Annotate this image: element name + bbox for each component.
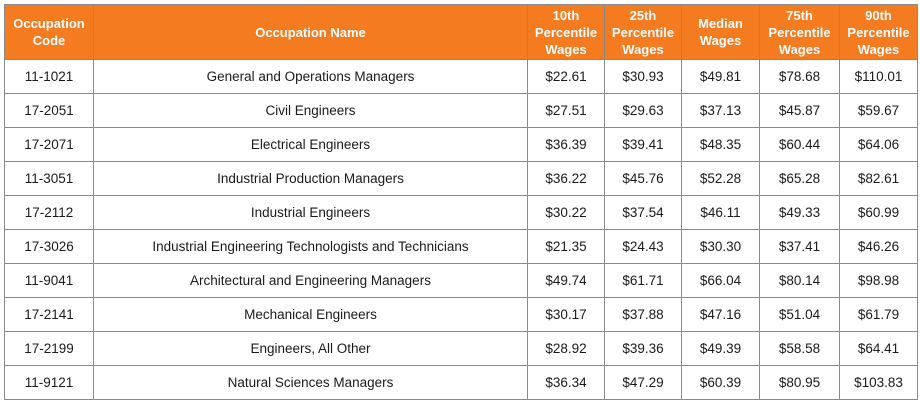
p25-wage-cell: $30.93: [604, 59, 682, 94]
table-row: 17-2112 Industrial Engineers $30.22 $37.…: [4, 195, 918, 230]
p90-wage-cell: $82.61: [839, 161, 918, 196]
p10-wage-cell: $49.74: [527, 263, 605, 298]
p25-wage-cell: $24.43: [604, 229, 682, 264]
occupation-name-cell: Civil Engineers: [93, 93, 528, 128]
occupation-code-cell: 17-2112: [4, 195, 94, 230]
header-90th-percentile: 90th Percentile Wages: [839, 4, 918, 60]
p90-wage-cell: $46.26: [839, 229, 918, 264]
header-row: Occupation Code Occupation Name 10th Per…: [4, 4, 918, 60]
median-wage-cell: $60.39: [681, 365, 760, 400]
table-row: 17-2141 Mechanical Engineers $30.17 $37.…: [4, 297, 918, 332]
occupation-name-cell: Industrial Engineers: [93, 195, 528, 230]
p10-wage-cell: $27.51: [527, 93, 605, 128]
occupation-name-cell: Electrical Engineers: [93, 127, 528, 162]
p75-wage-cell: $37.41: [759, 229, 840, 264]
p75-wage-cell: $51.04: [759, 297, 840, 332]
table-row: 17-3026 Industrial Engineering Technolog…: [4, 229, 918, 264]
p75-wage-cell: $60.44: [759, 127, 840, 162]
p90-wage-cell: $110.01: [839, 59, 918, 94]
median-wage-cell: $47.16: [681, 297, 760, 332]
p90-wage-cell: $60.99: [839, 195, 918, 230]
p10-wage-cell: $30.17: [527, 297, 605, 332]
p75-wage-cell: $80.95: [759, 365, 840, 400]
p75-wage-cell: $65.28: [759, 161, 840, 196]
p90-wage-cell: $103.83: [839, 365, 918, 400]
header-occupation-code: Occupation Code: [4, 4, 94, 60]
occupation-name-cell: Natural Sciences Managers: [93, 365, 528, 400]
p90-wage-cell: $64.41: [839, 331, 918, 366]
occupation-code-cell: 17-2199: [4, 331, 94, 366]
occupation-name-cell: Mechanical Engineers: [93, 297, 528, 332]
p10-wage-cell: $36.39: [527, 127, 605, 162]
median-wage-cell: $66.04: [681, 263, 760, 298]
p10-wage-cell: $22.61: [527, 59, 605, 94]
occupation-name-cell: Industrial Production Managers: [93, 161, 528, 196]
occupation-code-cell: 11-9041: [4, 263, 94, 298]
occupation-code-cell: 11-3051: [4, 161, 94, 196]
p10-wage-cell: $21.35: [527, 229, 605, 264]
median-wage-cell: $30.30: [681, 229, 760, 264]
occupation-name-cell: Engineers, All Other: [93, 331, 528, 366]
p10-wage-cell: $30.22: [527, 195, 605, 230]
header-25th-percentile: 25th Percentile Wages: [604, 4, 682, 60]
p75-wage-cell: $49.33: [759, 195, 840, 230]
table-body: 11-1021 General and Operations Managers …: [4, 59, 918, 400]
median-wage-cell: $49.81: [681, 59, 760, 94]
table-row: 17-2071 Electrical Engineers $36.39 $39.…: [4, 127, 918, 162]
p25-wage-cell: $47.29: [604, 365, 682, 400]
table-row: 11-9041 Architectural and Engineering Ma…: [4, 263, 918, 298]
median-wage-cell: $37.13: [681, 93, 760, 128]
occupation-name-cell: Industrial Engineering Technologists and…: [93, 229, 528, 264]
p10-wage-cell: $28.92: [527, 331, 605, 366]
header-10th-percentile: 10th Percentile Wages: [527, 4, 605, 60]
p90-wage-cell: $59.67: [839, 93, 918, 128]
occupation-code-cell: 17-3026: [4, 229, 94, 264]
p25-wage-cell: $39.41: [604, 127, 682, 162]
p25-wage-cell: $37.54: [604, 195, 682, 230]
p90-wage-cell: $64.06: [839, 127, 918, 162]
occupation-code-cell: 11-1021: [4, 59, 94, 94]
median-wage-cell: $46.11: [681, 195, 760, 230]
occupation-code-cell: 17-2071: [4, 127, 94, 162]
p10-wage-cell: $36.22: [527, 161, 605, 196]
median-wage-cell: $49.39: [681, 331, 760, 366]
table-row: 11-9121 Natural Sciences Managers $36.34…: [4, 365, 918, 400]
table-row: 11-3051 Industrial Production Managers $…: [4, 161, 918, 196]
p75-wage-cell: $45.87: [759, 93, 840, 128]
occupation-name-cell: General and Operations Managers: [93, 59, 528, 94]
p25-wage-cell: $45.76: [604, 161, 682, 196]
occupation-code-cell: 11-9121: [4, 365, 94, 400]
p25-wage-cell: $37.88: [604, 297, 682, 332]
occupation-name-cell: Architectural and Engineering Managers: [93, 263, 528, 298]
p10-wage-cell: $36.34: [527, 365, 605, 400]
header-median: Median Wages: [681, 4, 760, 60]
table-row: 17-2051 Civil Engineers $27.51 $29.63 $3…: [4, 93, 918, 128]
p90-wage-cell: $61.79: [839, 297, 918, 332]
occupation-code-cell: 17-2051: [4, 93, 94, 128]
header-occupation-name: Occupation Name: [93, 4, 528, 60]
median-wage-cell: $48.35: [681, 127, 760, 162]
occupation-code-cell: 17-2141: [4, 297, 94, 332]
median-wage-cell: $52.28: [681, 161, 760, 196]
p25-wage-cell: $29.63: [604, 93, 682, 128]
table-row: 11-1021 General and Operations Managers …: [4, 59, 918, 94]
p90-wage-cell: $98.98: [839, 263, 918, 298]
wage-table: Occupation Code Occupation Name 10th Per…: [4, 4, 918, 400]
p75-wage-cell: $80.14: [759, 263, 840, 298]
table-row: 17-2199 Engineers, All Other $28.92 $39.…: [4, 331, 918, 366]
p75-wage-cell: $58.58: [759, 331, 840, 366]
header-75th-percentile: 75th Percentile Wages: [759, 4, 840, 60]
p25-wage-cell: $61.71: [604, 263, 682, 298]
table-header: Occupation Code Occupation Name 10th Per…: [4, 4, 918, 60]
p25-wage-cell: $39.36: [604, 331, 682, 366]
p75-wage-cell: $78.68: [759, 59, 840, 94]
